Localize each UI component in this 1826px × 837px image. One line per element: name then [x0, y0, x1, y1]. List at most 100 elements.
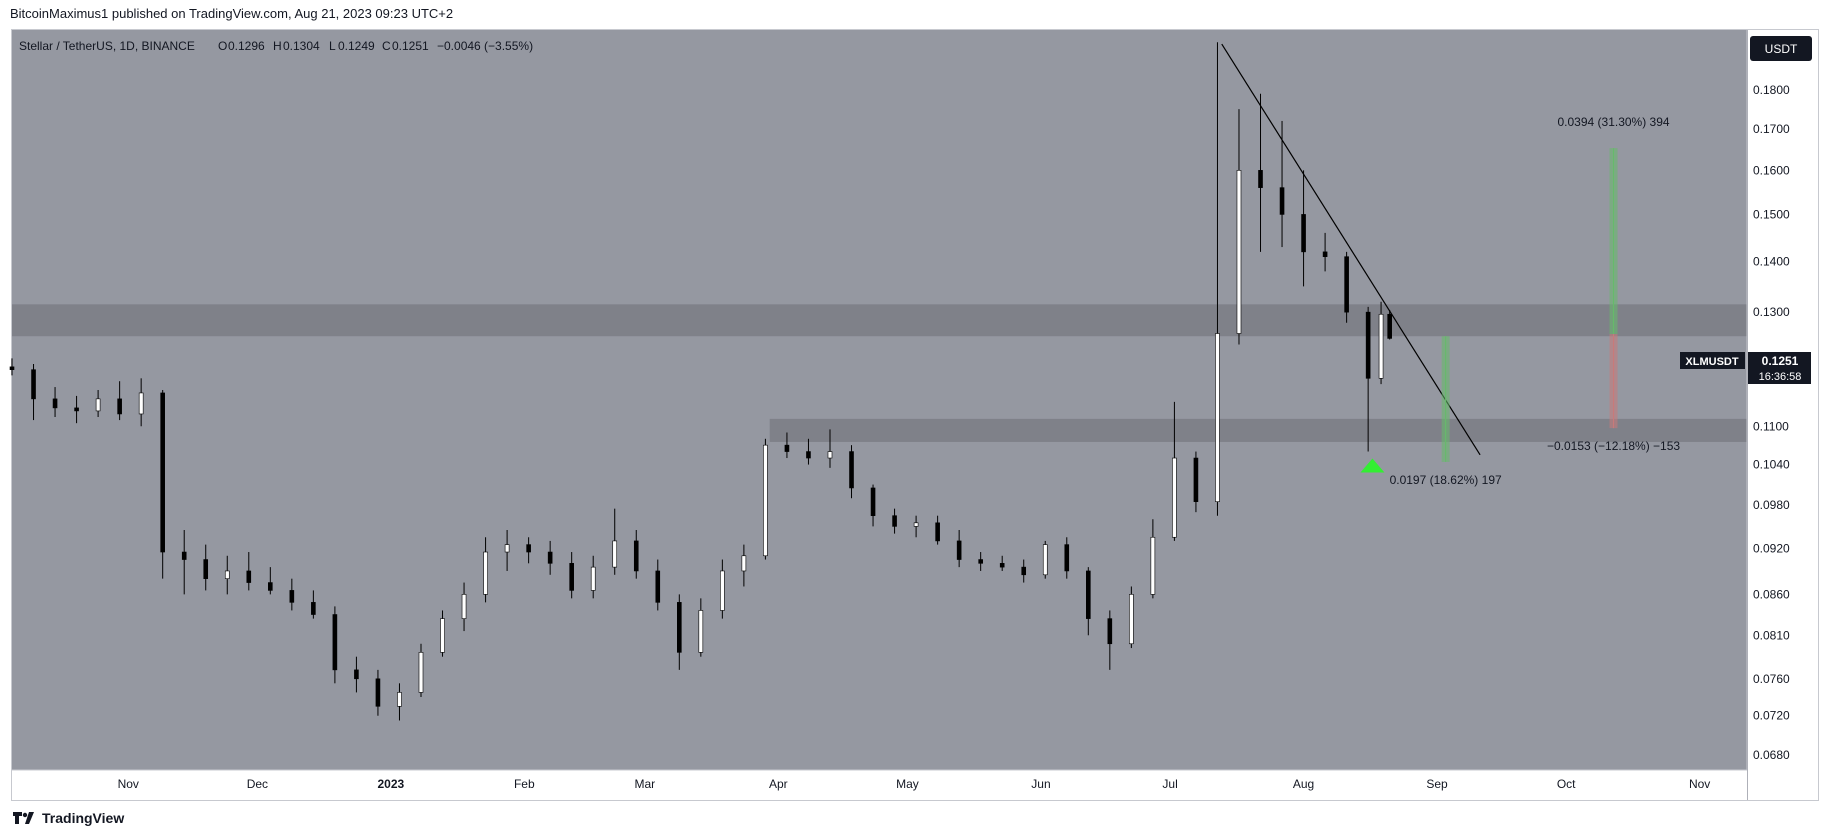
- candle-4: [95, 389, 101, 418]
- candle-54: [1172, 401, 1177, 541]
- candle-43: [935, 515, 940, 545]
- x-tick-label-12: Nov: [1689, 777, 1710, 791]
- y-tick-label-14: 0.0760: [1753, 672, 1790, 686]
- close-label: C: [382, 39, 391, 53]
- candle-14: [311, 590, 316, 619]
- candle-63: [1365, 306, 1371, 452]
- close-value: 0.1251: [392, 39, 429, 53]
- candle-35: [763, 438, 768, 560]
- currency-badge[interactable]: USDT: [1750, 36, 1812, 61]
- candle-8: [181, 529, 187, 595]
- descending-trendline: [1221, 43, 1481, 456]
- candle-1: [31, 363, 36, 421]
- candle-0: [9, 358, 15, 376]
- candle-body: [1129, 594, 1134, 645]
- candle-55: [1193, 451, 1199, 513]
- x-tick-label-6: May: [896, 777, 919, 791]
- y-tick-label-1: 0.1800: [1753, 83, 1790, 97]
- candle-2: [52, 387, 58, 418]
- candle-body: [633, 540, 639, 572]
- candle-26: [569, 552, 574, 599]
- legend-layer: Stellar / TetherUS, 1D, BINANCE O 0.1296…: [19, 39, 533, 53]
- candle-38: [827, 429, 833, 468]
- candle-body: [827, 451, 833, 459]
- candle-30: [655, 559, 661, 611]
- candle-body: [526, 544, 531, 553]
- candle-33: [720, 559, 725, 619]
- up-arrow-marker: [1360, 458, 1385, 473]
- candle-31: [677, 594, 682, 670]
- candle-body: [784, 444, 790, 452]
- candle-body: [1042, 544, 1048, 576]
- currency-badge-label: USDT: [1765, 42, 1798, 56]
- y-tick-label-13: 0.0810: [1753, 628, 1790, 642]
- y-tick-label-11: 0.0920: [1753, 541, 1790, 555]
- overlay-layer: 0.0197 (18.62%) 197 0.0394 (31.30%) 394 −0…: [1221, 43, 1680, 487]
- candle-45: [978, 552, 983, 571]
- candle-60: [1301, 170, 1306, 287]
- y-tick-label-3: 0.1600: [1753, 163, 1790, 177]
- candle-40: [870, 484, 876, 527]
- symbol-name: Stellar / TetherUS, 1D, BINANCE: [19, 39, 195, 53]
- tradingview-logo-icon: [13, 812, 34, 824]
- candle-61: [1322, 232, 1328, 272]
- candle-39: [849, 445, 854, 499]
- x-tick-label-1: Dec: [247, 777, 268, 791]
- candle-body: [1236, 170, 1242, 334]
- zones-layer: [12, 30, 1747, 770]
- x-tick-label-4: Mar: [635, 777, 656, 791]
- candle-body: [741, 555, 747, 572]
- candle-27: [590, 555, 596, 599]
- candle-11: [246, 552, 252, 591]
- y-tick-label-16: 0.0680: [1753, 748, 1790, 762]
- candle-body: [569, 563, 574, 591]
- candle-53: [1150, 519, 1156, 599]
- candle-body: [892, 515, 897, 527]
- candle-body: [913, 522, 919, 527]
- candle-body: [504, 544, 510, 553]
- candle-body: [181, 551, 187, 560]
- publisher-caption: BitcoinMaximus1 published on TradingView…: [10, 6, 454, 21]
- open-value: 0.1296: [228, 39, 265, 53]
- y-axis-bg: [1748, 30, 1818, 800]
- candle-body: [289, 590, 295, 603]
- candle-body: [763, 444, 768, 557]
- y-tick-label-10: 0.0980: [1753, 498, 1790, 512]
- candle-body: [547, 551, 553, 564]
- candle-body: [311, 602, 316, 615]
- candle-44: [956, 529, 962, 568]
- candle-body: [1064, 544, 1070, 572]
- last-price-label: XLMUSDT 0.1251 16:36:58: [1680, 352, 1811, 384]
- candle-body: [52, 398, 58, 409]
- candle-body: [1021, 566, 1027, 576]
- candle-body: [397, 692, 402, 707]
- candle-5: [117, 381, 122, 421]
- high-label: H: [273, 39, 282, 53]
- zone-band-1: [769, 418, 1747, 442]
- low-value: 0.1249: [338, 39, 375, 53]
- y-tick-label-6: 0.1300: [1753, 305, 1790, 319]
- candle-9: [203, 544, 209, 591]
- x-tick-label-5: Apr: [769, 777, 788, 791]
- candle-20: [440, 610, 445, 657]
- candle-body: [1172, 457, 1177, 538]
- candle-19: [418, 643, 424, 698]
- candle-29: [633, 529, 639, 579]
- candle-body: [1258, 170, 1263, 188]
- candle-50: [1086, 567, 1091, 636]
- tradingview-brand[interactable]: TradingView: [12, 810, 124, 826]
- candle-58: [1258, 93, 1263, 252]
- candle-49: [1064, 537, 1070, 579]
- candle-body: [354, 669, 359, 680]
- candle-body: [978, 559, 983, 564]
- candle-13: [289, 578, 295, 611]
- candle-17: [375, 669, 381, 716]
- y-tick-label-9: 0.1040: [1753, 458, 1790, 472]
- candle-body: [268, 582, 273, 591]
- candle-body: [95, 398, 101, 412]
- candle-body: [698, 610, 704, 653]
- candle-59: [1279, 120, 1285, 248]
- candle-body: [806, 451, 811, 459]
- candle-body: [956, 540, 962, 560]
